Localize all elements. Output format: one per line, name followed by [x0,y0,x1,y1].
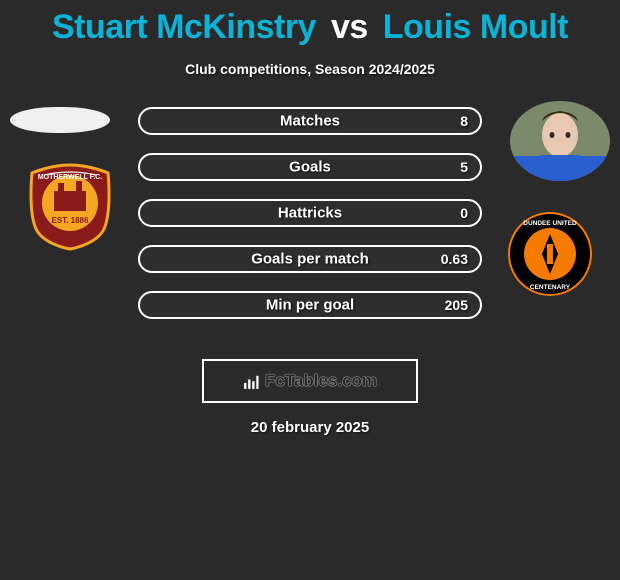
comparison-title: Stuart McKinstry vs Louis Moult [0,0,620,47]
comparison-content: EST. 1886 MOTHERWELL F.C. [0,107,620,347]
stat-label: Min per goal [266,297,354,314]
stat-label: Goals per match [251,251,369,268]
stats-table: Matches 8 Goals 5 Hattricks 0 Goals per … [138,107,482,337]
vs-text: vs [331,8,368,46]
stat-label: Hattricks [278,205,342,222]
stat-value: 0 [460,205,468,221]
team-left-badge: EST. 1886 MOTHERWELL F.C. [20,161,120,251]
svg-text:DUNDEE UNITED: DUNDEE UNITED [523,220,577,227]
dundee-united-badge-icon: DUNDEE UNITED CENTENARY [500,209,600,299]
stat-label: Goals [289,159,331,176]
svg-text:MOTHERWELL F.C.: MOTHERWELL F.C. [38,174,102,181]
stat-value: 5 [460,159,468,175]
stat-value: 0.63 [441,251,468,267]
stat-row-goals: Goals 5 [138,153,482,181]
svg-text:CENTENARY: CENTENARY [530,284,571,291]
stat-row-goals-per-match: Goals per match 0.63 [138,245,482,273]
chart-icon [243,372,261,390]
player1-avatar-placeholder [10,107,110,133]
season-subtitle: Club competitions, Season 2024/2025 [0,61,620,77]
stat-value: 8 [460,113,468,129]
motherwell-badge-icon: EST. 1886 MOTHERWELL F.C. [20,161,120,251]
brand-text: FcTables.com [265,371,377,391]
svg-text:EST. 1886: EST. 1886 [52,216,89,225]
player2-name: Louis Moult [383,8,568,46]
player2-avatar [510,101,610,181]
stat-row-matches: Matches 8 [138,107,482,135]
comparison-date: 20 february 2025 [0,419,620,436]
team-right-badge: DUNDEE UNITED CENTENARY [500,209,600,299]
stat-label: Matches [280,113,340,130]
stat-row-hattricks: Hattricks 0 [138,199,482,227]
player1-name: Stuart McKinstry [52,8,316,46]
player2-photo-icon [510,101,610,181]
brand-box[interactable]: FcTables.com [202,359,418,403]
stat-value: 205 [445,297,468,313]
stat-row-min-per-goal: Min per goal 205 [138,291,482,319]
